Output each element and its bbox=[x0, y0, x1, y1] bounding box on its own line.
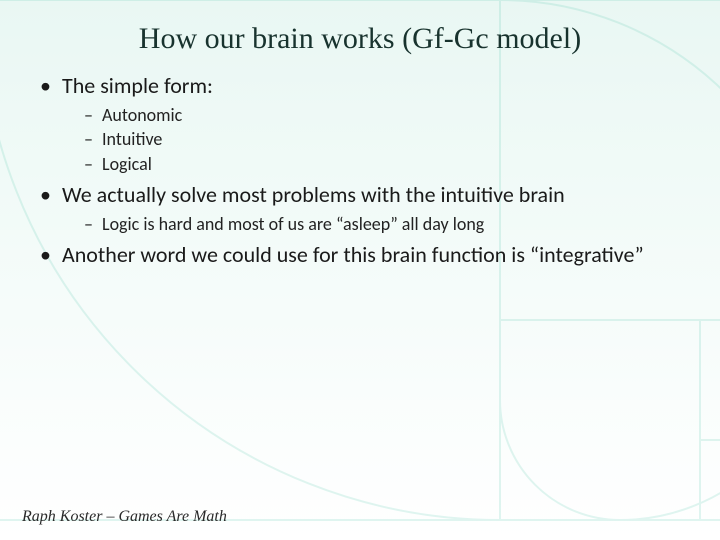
bullet-list: The simple form: Autonomic Intuitive Log… bbox=[30, 72, 690, 269]
bullet-item: The simple form: Autonomic Intuitive Log… bbox=[40, 72, 690, 175]
slide-title: How our brain works (Gf-Gc model) bbox=[30, 22, 690, 56]
slide-footer: Raph Koster – Games Are Math bbox=[22, 508, 227, 526]
sub-bullet-item: Logic is hard and most of us are “asleep… bbox=[84, 213, 690, 236]
sub-bullet-item: Intuitive bbox=[84, 128, 690, 151]
sub-bullet-list: Logic is hard and most of us are “asleep… bbox=[62, 213, 690, 236]
bullet-text: Another word we could use for this brain… bbox=[62, 241, 644, 268]
bullet-item: Another word we could use for this brain… bbox=[40, 241, 690, 269]
sub-bullet-item: Autonomic bbox=[84, 104, 690, 127]
sub-bullet-item: Logical bbox=[84, 153, 690, 176]
bullet-text: We actually solve most problems with the… bbox=[62, 181, 565, 208]
sub-bullet-list: Autonomic Intuitive Logical bbox=[62, 104, 690, 176]
bullet-text: The simple form: bbox=[62, 72, 213, 99]
bullet-item: We actually solve most problems with the… bbox=[40, 181, 690, 235]
slide-content: How our brain works (Gf-Gc model) The si… bbox=[0, 0, 720, 540]
